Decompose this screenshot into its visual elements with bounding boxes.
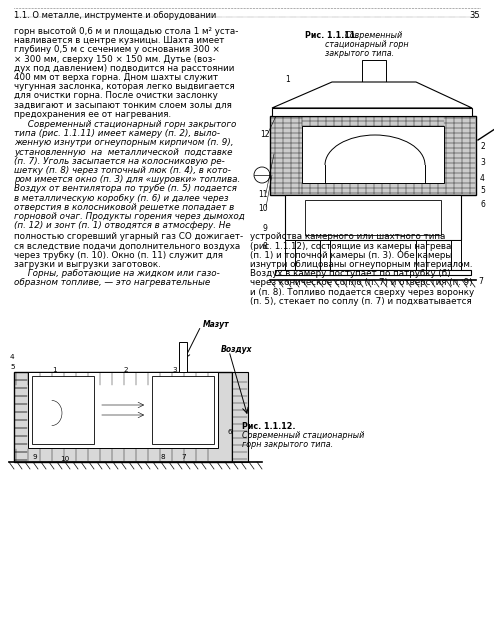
Text: (рис. 1.1.12), состоящие из камеры нагрева: (рис. 1.1.12), состоящие из камеры нагре… <box>250 241 452 251</box>
Text: 4: 4 <box>10 354 15 360</box>
Text: Рис. 1.1.11.: Рис. 1.1.11. <box>305 31 358 40</box>
Text: ром имеется окно (п. 3) для «шуровки» топлива.: ром имеется окно (п. 3) для «шуровки» то… <box>14 175 240 184</box>
Text: загрузки и выгрузки заготовок.: загрузки и выгрузки заготовок. <box>14 260 161 269</box>
Text: Рис. 1.1.12.: Рис. 1.1.12. <box>242 422 295 431</box>
Text: 1: 1 <box>52 367 57 373</box>
Text: отверстия в колосниковой решетке попадает в: отверстия в колосниковой решетке попадае… <box>14 203 234 212</box>
Text: 7: 7 <box>181 454 186 460</box>
Bar <box>28 372 218 448</box>
Text: Воздух: Воздух <box>221 345 252 354</box>
Bar <box>14 372 232 462</box>
Text: навливается в центре кузницы. Шахта имеет: навливается в центре кузницы. Шахта имее… <box>14 36 224 45</box>
Text: шетку (п. 8) через топочный люк (п. 4), в кото-: шетку (п. 8) через топочный люк (п. 4), … <box>14 166 231 175</box>
Text: изнутри облицованы огнеупорным материалом.: изнутри облицованы огнеупорным материало… <box>250 260 472 269</box>
Text: ся вследствие подачи дополнительного воздуха: ся вследствие подачи дополнительного воз… <box>14 241 240 251</box>
Text: закрытого типа.: закрытого типа. <box>325 49 394 58</box>
Text: Воздух в камеру поступает по патрубку (б): Воздух в камеру поступает по патрубку (б… <box>250 269 451 278</box>
Bar <box>272 108 472 116</box>
Text: Воздух от вентилятора по трубе (п. 5) подается: Воздух от вентилятора по трубе (п. 5) по… <box>14 184 237 193</box>
Text: горновой очаг. Продукты горения через дымоход: горновой очаг. Продукты горения через ды… <box>14 212 245 221</box>
Bar <box>275 270 471 275</box>
Text: (п. 7). Уголь засыпается на колосниковую ре-: (п. 7). Уголь засыпается на колосниковую… <box>14 157 225 166</box>
Text: Современный стационарный: Современный стационарный <box>242 431 365 440</box>
Bar <box>232 372 248 462</box>
Text: полностью сгоревший угарный газ CO дожигает-: полностью сгоревший угарный газ CO дожиг… <box>14 232 243 241</box>
Text: × 300 мм, сверху 150 × 150 мм. Дутье (воз-: × 300 мм, сверху 150 × 150 мм. Дутье (во… <box>14 54 215 63</box>
Bar <box>179 342 187 372</box>
Text: чугунная заслонка, которая легко выдвигается: чугунная заслонка, которая легко выдвига… <box>14 82 235 92</box>
Text: предохранения ее от нагревания.: предохранения ее от нагревания. <box>14 110 171 119</box>
Bar <box>152 376 214 444</box>
Text: 1.1. О металле, инструменте и оборудовании: 1.1. О металле, инструменте и оборудован… <box>14 11 216 20</box>
Text: глубину 0,5 м с сечением у основания 300 ×: глубину 0,5 м с сечением у основания 300… <box>14 45 220 54</box>
Text: горн высотой 0,6 м и площадью стола 1 м² уста-: горн высотой 0,6 м и площадью стола 1 м²… <box>14 27 239 36</box>
Text: Мазут: Мазут <box>203 320 230 329</box>
Bar <box>362 60 386 82</box>
Text: 4: 4 <box>480 174 485 183</box>
Text: 5: 5 <box>480 186 485 195</box>
Text: 2: 2 <box>480 142 485 151</box>
Text: Современный стационарный горн закрытого: Современный стационарный горн закрытого <box>14 120 236 129</box>
Text: 400 мм от верха горна. Дном шахты служит: 400 мм от верха горна. Дном шахты служит <box>14 73 218 82</box>
Text: 12: 12 <box>260 130 270 139</box>
Text: 35: 35 <box>469 11 480 20</box>
Bar <box>285 195 461 240</box>
Text: через трубку (п. 10). Окно (п. 11) служит для: через трубку (п. 10). Окно (п. 11) служи… <box>14 251 223 260</box>
Text: 6: 6 <box>227 429 232 435</box>
Text: 10: 10 <box>258 204 268 213</box>
Text: 5: 5 <box>10 364 15 370</box>
Text: 11: 11 <box>258 190 267 199</box>
Text: задвигают и засыпают тонким слоем золы для: задвигают и засыпают тонким слоем золы д… <box>14 100 232 109</box>
Text: 3: 3 <box>480 158 485 167</box>
Text: стационарный горн: стационарный горн <box>325 40 409 49</box>
Text: образном топливе, — это нагревательные: образном топливе, — это нагревательные <box>14 278 210 287</box>
Text: 9: 9 <box>262 224 267 233</box>
Text: (п. 5), стекает по соплу (п. 7) и подхватывается: (п. 5), стекает по соплу (п. 7) и подхва… <box>250 297 472 306</box>
Text: дух под давлением) подводится на расстоянии: дух под давлением) подводится на расстоя… <box>14 64 234 73</box>
Text: 3: 3 <box>172 367 177 373</box>
Text: для очистки горна. После очистки заслонку: для очистки горна. После очистки заслонк… <box>14 92 218 100</box>
Bar <box>320 240 330 270</box>
Polygon shape <box>272 82 472 108</box>
Text: Современный: Современный <box>345 31 403 40</box>
Text: (п. 1) и топочной камеры (п. 3). Обе камеры: (п. 1) и топочной камеры (п. 3). Обе кам… <box>250 251 452 260</box>
Text: горн закрытого типа.: горн закрытого типа. <box>242 440 333 449</box>
Text: 8: 8 <box>160 454 165 460</box>
Text: типа (рис. 1.1.11) имеет камеру (п. 2), выло-: типа (рис. 1.1.11) имеет камеру (п. 2), … <box>14 129 220 138</box>
Text: 9: 9 <box>32 454 37 460</box>
Bar <box>302 126 444 183</box>
Bar <box>451 240 461 270</box>
Text: 8: 8 <box>262 242 267 251</box>
Bar <box>32 376 94 444</box>
Text: установленную  на  металлической  подставке: установленную на металлической подставке <box>14 148 233 157</box>
Text: 6: 6 <box>480 200 485 209</box>
Text: 2: 2 <box>123 367 127 373</box>
Bar <box>285 240 295 270</box>
Bar <box>270 116 476 195</box>
Text: 7: 7 <box>478 277 483 286</box>
Text: Горны, работающие на жидком или газо-: Горны, работающие на жидком или газо- <box>14 269 220 278</box>
Bar <box>416 240 426 270</box>
Text: и (п. 8). Топливо подается сверху через воронку: и (п. 8). Топливо подается сверху через … <box>250 287 474 296</box>
Text: (п. 12) и зонт (п. 1) отводятся в атмосферу. Не: (п. 12) и зонт (п. 1) отводятся в атмосф… <box>14 221 231 230</box>
Bar <box>305 200 441 235</box>
Text: устройства камерного или шахтного типа: устройства камерного или шахтного типа <box>250 232 446 241</box>
Text: через коническое сопло (п. 7) и отверстия (п. 9): через коническое сопло (п. 7) и отверсти… <box>250 278 473 287</box>
Text: женную изнутри огнеупорным кирпичом (п. 9),: женную изнутри огнеупорным кирпичом (п. … <box>14 138 234 147</box>
Text: 1: 1 <box>285 75 290 84</box>
Text: 10: 10 <box>60 456 69 462</box>
Text: в металлическую коробку (п. 6) и далее через: в металлическую коробку (п. 6) и далее ч… <box>14 194 229 203</box>
